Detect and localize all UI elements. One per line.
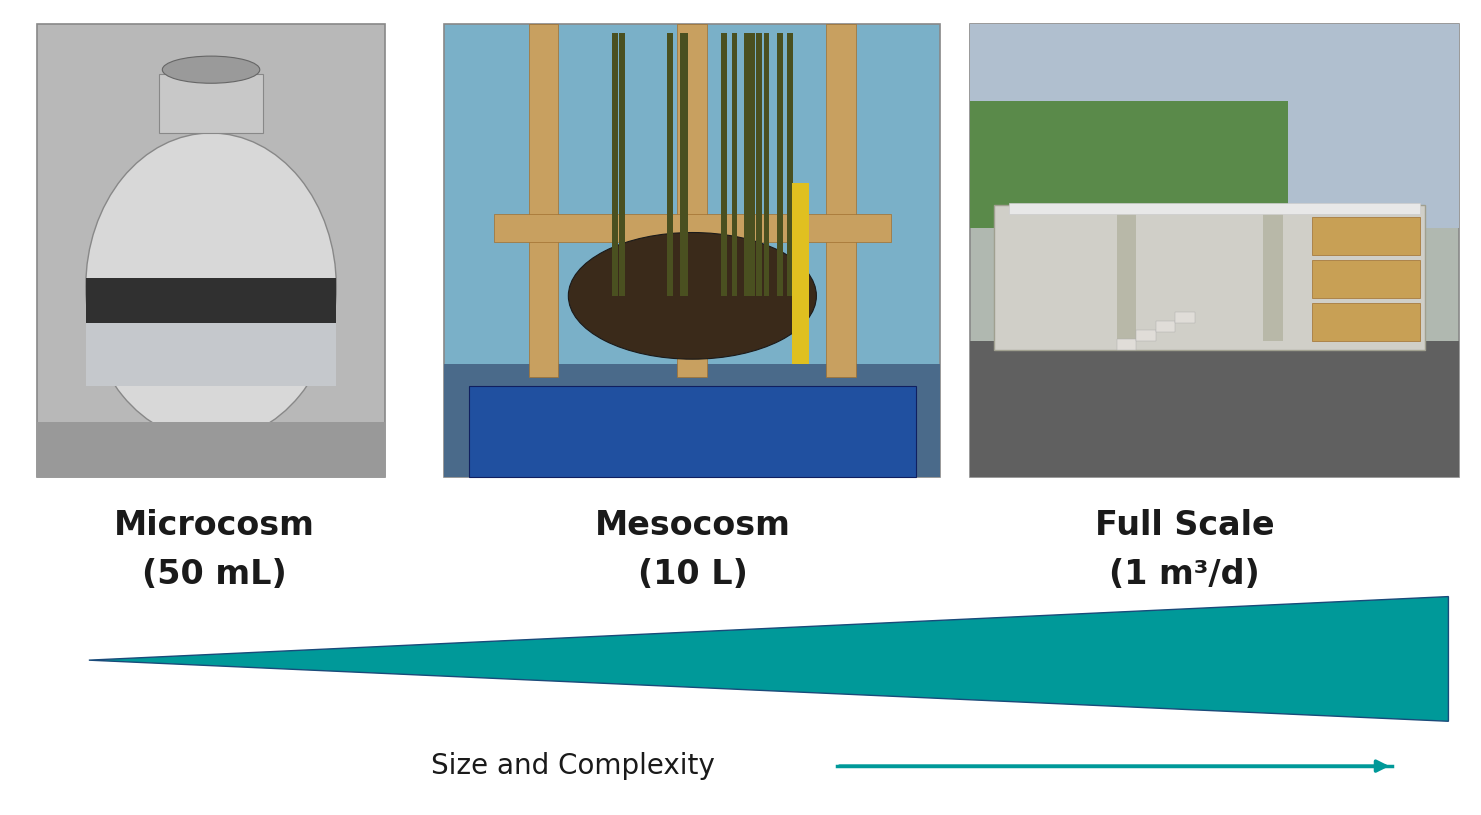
Bar (786, 33, 792, 296)
Text: (50 mL): (50 mL) (142, 558, 287, 591)
Bar (529, 24, 558, 377)
Bar (1117, 339, 1136, 350)
Bar (1312, 260, 1420, 298)
Bar (37, 422, 385, 477)
Bar (970, 24, 1459, 477)
Bar (619, 33, 625, 296)
Text: (10 L): (10 L) (638, 558, 748, 591)
Bar (86, 323, 336, 386)
Bar (1136, 330, 1155, 341)
Bar (158, 74, 264, 133)
Bar (970, 101, 1263, 228)
Bar (612, 33, 618, 296)
Bar (1009, 203, 1420, 214)
Bar (764, 33, 770, 296)
Bar (680, 33, 686, 296)
Bar (746, 33, 752, 296)
Bar (677, 24, 708, 377)
Text: (1 m³/d): (1 m³/d) (1109, 558, 1260, 591)
Bar (970, 24, 1459, 228)
Ellipse shape (163, 56, 259, 83)
Bar (970, 101, 1288, 228)
Bar (683, 33, 689, 296)
Polygon shape (89, 597, 1448, 721)
Bar (1117, 214, 1136, 341)
Bar (86, 278, 336, 323)
Bar (1155, 321, 1176, 332)
Text: Mesocosm: Mesocosm (595, 509, 791, 542)
Bar (743, 33, 751, 296)
Bar (778, 33, 783, 296)
Bar (970, 341, 1459, 477)
Bar (732, 33, 738, 296)
Bar (1263, 214, 1283, 341)
Bar (721, 33, 727, 296)
Bar (826, 24, 856, 377)
Bar (791, 183, 809, 363)
Bar (469, 386, 915, 477)
Bar (757, 33, 763, 296)
Ellipse shape (569, 232, 816, 359)
Bar (495, 214, 892, 241)
Bar (1312, 302, 1420, 341)
Bar (444, 24, 940, 477)
Bar (444, 363, 940, 477)
Text: Full Scale: Full Scale (1094, 509, 1275, 542)
Bar (749, 33, 755, 296)
Bar (970, 341, 1459, 477)
Bar (1312, 217, 1420, 255)
Bar (995, 205, 1425, 350)
Ellipse shape (86, 133, 336, 441)
Bar (37, 24, 385, 477)
Text: Microcosm: Microcosm (114, 509, 315, 542)
Bar (666, 33, 672, 296)
Bar (1176, 311, 1195, 323)
Text: Size and Complexity: Size and Complexity (431, 752, 715, 780)
Bar (970, 24, 1459, 228)
